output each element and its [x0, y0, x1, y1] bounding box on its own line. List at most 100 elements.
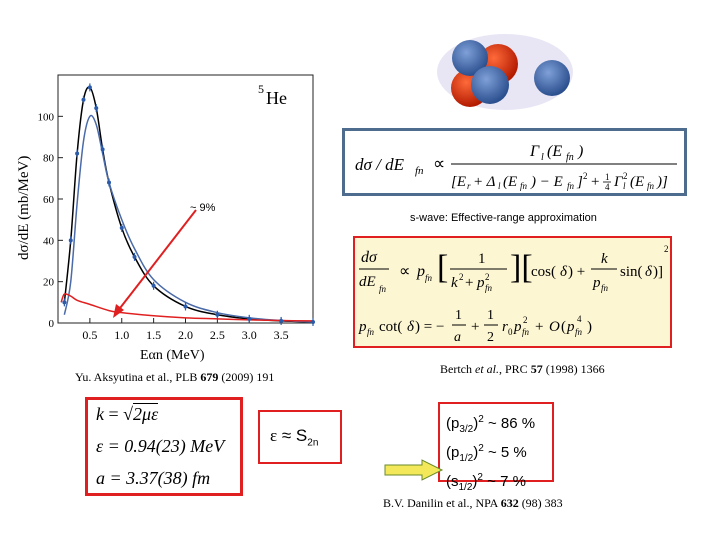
data-point: [119, 225, 124, 230]
x-tick-label: 3.5: [274, 328, 289, 342]
svg-text:δ: δ: [645, 264, 653, 280]
svg-text:]: ]: [576, 174, 583, 190]
svg-text:+ Δ: + Δ: [473, 174, 496, 190]
svg-text:p: p: [476, 275, 485, 291]
svg-text:+: +: [535, 319, 543, 335]
bertch-reference-post: (1998) 1366: [542, 362, 605, 376]
svg-text:k: k: [601, 251, 608, 267]
pointer-arrow: [384, 459, 444, 481]
approx-formula: ε ≈ S2n: [270, 426, 318, 448]
bertch-reference-pre: Bertch: [440, 362, 475, 376]
svg-text:)]: )]: [656, 174, 668, 190]
breit-wigner-box: dσ / dE fn ∝ Γ l (E fn ) [E r + Δ l (E f…: [342, 128, 687, 196]
annotation-arrowhead: [113, 304, 124, 318]
svg-text:)]: )]: [653, 264, 663, 280]
data-point: [247, 316, 252, 321]
approx-subscript: 2n: [307, 437, 319, 449]
svg-text:+: +: [471, 319, 479, 335]
neutron-sphere: [534, 60, 570, 96]
nucleus-illustration: [437, 34, 573, 110]
y-tick-label: 80: [43, 153, 55, 165]
svg-text:(E: (E: [547, 143, 562, 160]
svg-text:l: l: [541, 152, 544, 163]
x-tick-label: 3.0: [242, 328, 257, 342]
state-subscript: 1/2: [459, 453, 474, 464]
parameter-box: k = √2με ε = 0.94(23) MeV a = 3.37(38) f…: [85, 397, 243, 496]
state-power: 2: [477, 472, 483, 483]
svg-text:fn: fn: [415, 165, 424, 177]
svg-text:4: 4: [605, 182, 610, 192]
svg-text:2: 2: [523, 315, 528, 325]
svg-text:): ): [577, 143, 583, 160]
svg-text:dσ / dE: dσ / dE: [355, 155, 405, 174]
data-point: [311, 319, 315, 324]
svg-text:2: 2: [459, 272, 464, 282]
svg-text:fn: fn: [601, 283, 609, 293]
danilin-reference: B.V. Danilin et al., NPA 632 (98) 383: [383, 496, 563, 511]
percentages-list: (p3/2)2 ~ 86 % (p1/2)2 ~ 5 % (s1/2)2 ~ 7 %: [446, 410, 535, 497]
data-point: [68, 238, 73, 243]
svg-text:Γ: Γ: [529, 143, 540, 160]
left-reference: Yu. Aksyutina et al., PLB 679 (2009) 191: [75, 370, 274, 385]
bertch-reference-volume: 57: [530, 362, 543, 376]
plot-frame: [57, 74, 314, 324]
danilin-reference-post: (98) 383: [518, 496, 563, 510]
svg-text:][: ][: [510, 249, 533, 286]
k-rhs: =: [108, 404, 124, 424]
a-lhs: a: [96, 468, 105, 488]
svg-text:+: +: [465, 275, 473, 291]
percentage-row: (p3/2)2 ~ 86 %: [446, 410, 535, 439]
data-point: [132, 254, 137, 259]
effective-range-formula: dσ dE fn ∝ p fn [ 1 k 2 + p fn 2 ][ cos(…: [358, 244, 669, 345]
svg-text:(E: (E: [630, 174, 644, 190]
approx-relation: ≈ S: [277, 426, 308, 445]
y-tick-label: 0: [49, 318, 55, 330]
svg-text:cos(: cos(: [531, 264, 556, 280]
state-subscript: 3/2: [459, 424, 474, 435]
breit-wigner-formula: dσ / dE fn ∝ Γ l (E fn ) [E r + Δ l (E f…: [355, 143, 677, 192]
svg-text:l: l: [498, 181, 501, 191]
svg-text:0: 0: [508, 327, 513, 337]
data-point: [107, 180, 111, 185]
state-percentage: ~ 86 %: [483, 415, 536, 432]
svg-text:fn: fn: [567, 181, 575, 191]
svg-text:1: 1: [605, 172, 610, 182]
a-rhs: = 3.37(38) fm: [109, 468, 211, 488]
k-lhs: k: [96, 404, 104, 424]
svg-text:) − E: ) − E: [530, 174, 563, 190]
percentage-row: (s1/2)2 ~ 7 %: [446, 468, 535, 497]
svg-text:(: (: [561, 319, 566, 335]
svg-text:): ): [587, 319, 592, 335]
x-tick-label: 1.0: [114, 328, 129, 342]
neutron-sphere: [452, 40, 488, 76]
svg-text:sin(: sin(: [620, 264, 643, 280]
bertch-reference-mid: , PRC: [499, 362, 531, 376]
svg-text:2: 2: [487, 330, 494, 345]
svg-text:2: 2: [623, 171, 628, 181]
svg-text:fn: fn: [520, 181, 528, 191]
data-point: [87, 85, 92, 90]
k-root: 2με: [133, 403, 159, 424]
effective-range-box: dσ dE fn ∝ p fn [ 1 k 2 + p fn 2 ][ cos(…: [353, 236, 672, 348]
fit-curve: [63, 114, 314, 323]
data-point: [100, 147, 105, 152]
isotope-mass-number: 5: [258, 82, 264, 96]
svg-text:[: [: [437, 249, 448, 286]
state-subscript: 1/2: [458, 482, 473, 493]
svg-text:[E: [E: [451, 174, 466, 190]
svg-text:p: p: [513, 319, 522, 335]
approx-epsilon: ε: [270, 426, 278, 445]
data-point: [183, 304, 188, 309]
svg-text:O: O: [549, 319, 560, 335]
epsilon-lhs: ε: [96, 436, 104, 456]
state-percentage: ~ 5 %: [483, 444, 527, 461]
swave-label: s-wave: Effective-range approximation: [410, 212, 597, 224]
svg-text:2: 2: [485, 272, 490, 282]
data-point: [215, 312, 220, 317]
svg-text:fn: fn: [566, 152, 574, 163]
svg-text:p: p: [566, 319, 575, 335]
svg-text:fn: fn: [425, 273, 433, 283]
danilin-reference-pre: B.V. Danilin et al., NPA: [383, 496, 501, 510]
svg-text:) = −: ) = −: [415, 319, 444, 335]
svg-text:+: +: [591, 174, 599, 190]
